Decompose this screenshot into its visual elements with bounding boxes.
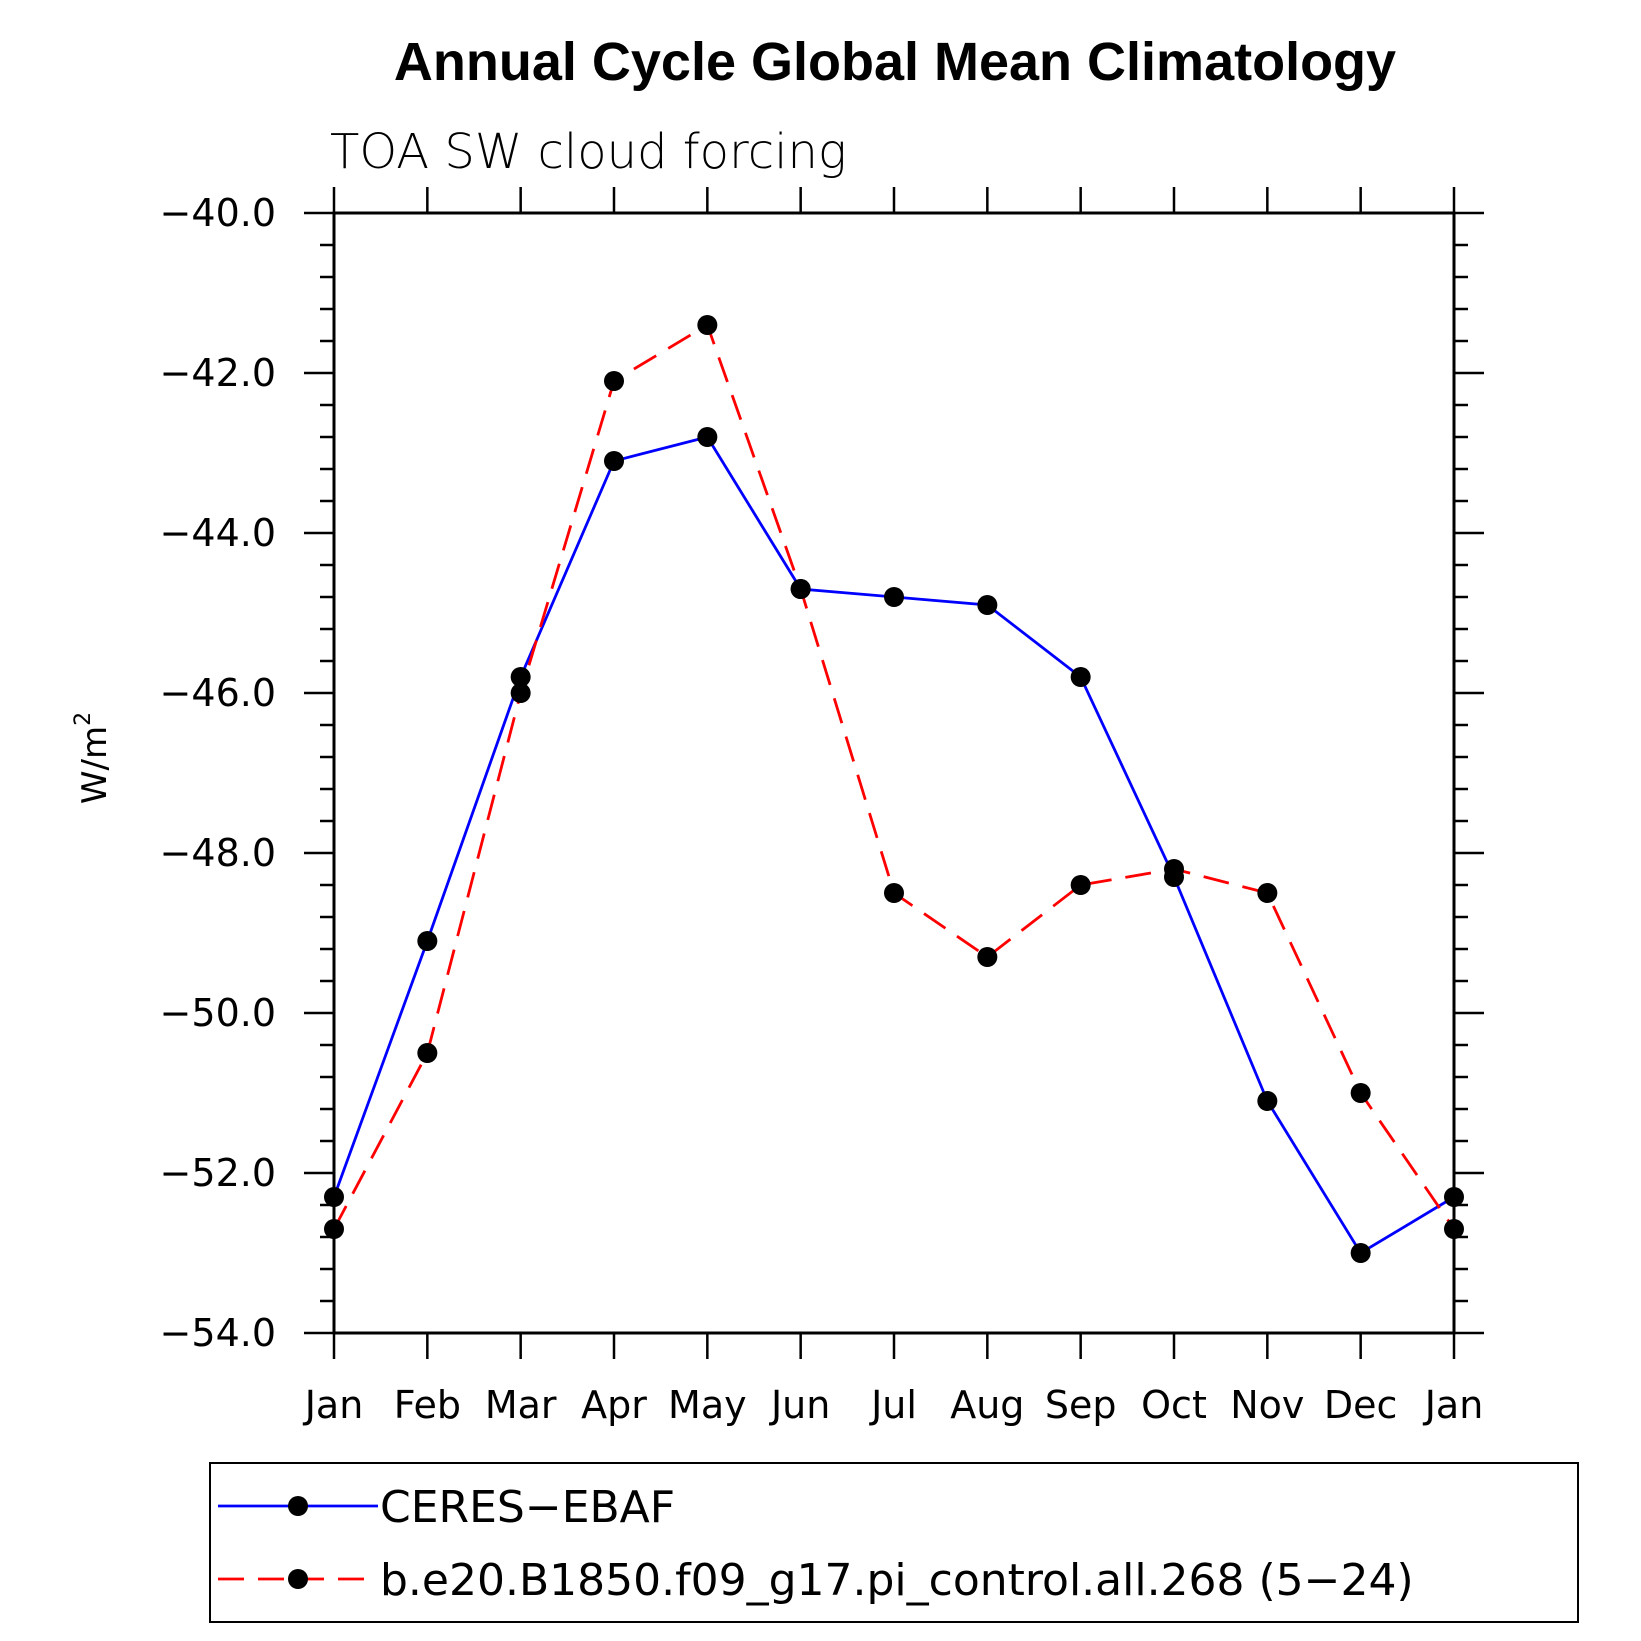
y-tick-label: −44.0 (160, 511, 276, 555)
x-tick-label: Jun (769, 1383, 830, 1427)
x-tick-label: Dec (1324, 1383, 1398, 1427)
series-2-point (604, 371, 624, 391)
series-line-1 (332, 435, 1455, 1255)
series-1-point (1257, 1091, 1278, 1111)
chart-subtitle: TOA SW cloud forcing (330, 124, 847, 180)
x-tick-label: Jan (303, 1383, 364, 1427)
series-line-2 (332, 322, 1456, 1230)
legend-box (209, 1462, 1579, 1623)
series-1-point (1350, 1243, 1371, 1263)
series-2-point (1350, 1083, 1371, 1103)
y-tick-label: −50.0 (160, 991, 276, 1035)
x-tick-label: May (668, 1383, 747, 1427)
x-tick-label: Apr (581, 1383, 647, 1427)
x-tick-label: Jan (1423, 1383, 1484, 1427)
y-axis-label-text: W/m (75, 726, 115, 804)
series-2-point (1070, 875, 1091, 895)
y-tick-label: −52.0 (160, 1151, 276, 1195)
legend-marker-2 (288, 1569, 308, 1589)
y-ticks: −40.0 −42.0 −44.0 −46.0 −48.0 −50.0 −52.0 −54.0 (160, 191, 1484, 1355)
series-2-point (324, 1219, 344, 1239)
y-tick-label: −42.0 (160, 351, 276, 395)
y-tick-label: −54.0 (160, 1311, 276, 1355)
series-1-point (1444, 1187, 1464, 1207)
series-2-point (884, 883, 904, 903)
chart-title: Annual Cycle Global Mean Climatology (394, 32, 1396, 92)
series-2-point (1257, 883, 1278, 903)
x-ticks: Jan Feb Mar Apr May Jun Jul Aug Sep Oct Nov Dec Jan (303, 187, 1484, 1427)
series-1-point (604, 451, 624, 471)
y-axis-label-superscript: 2 (71, 712, 96, 726)
legend-label-1: CERES−EBAF (380, 1482, 675, 1533)
x-tick-label: Aug (950, 1383, 1024, 1427)
series-1-point (884, 587, 904, 607)
series-1-point (417, 931, 438, 951)
x-tick-label: Jul (869, 1383, 917, 1427)
series-2-point (510, 683, 531, 703)
y-tick-label: −40.0 (160, 191, 276, 235)
legend: CERES−EBAF b.e20.B1850.f09_g17.pi_control… (209, 1462, 1579, 1623)
series-2-point (417, 1043, 438, 1063)
legend-entries: CERES−EBAF b.e20.B1850.f09_g17.pi_control… (218, 1482, 1414, 1606)
y-tick-label: −46.0 (160, 671, 276, 715)
series-1-point (697, 427, 718, 447)
series-2-point (1444, 1219, 1464, 1239)
series-1-point (510, 667, 531, 687)
series-2-point (977, 947, 998, 967)
x-tick-label: Mar (485, 1383, 557, 1427)
legend-marker-1 (288, 1496, 308, 1516)
series-1-point (977, 595, 998, 615)
series-layer (324, 315, 1464, 1263)
series-1-point (324, 1187, 344, 1207)
x-tick-label: Sep (1045, 1383, 1117, 1427)
series-2-point (1164, 859, 1184, 879)
x-tick-label: Nov (1230, 1383, 1304, 1427)
y-axis-label: W/m2 (71, 712, 115, 804)
y-tick-label: −48.0 (160, 831, 276, 875)
series-2-point (790, 579, 811, 599)
x-tick-label: Feb (394, 1383, 461, 1427)
legend-label-2: b.e20.B1850.f09_g17.pi_control.all.268 (… (380, 1555, 1414, 1606)
svg-text:W/m2: W/m2 (71, 712, 115, 804)
plot-frame (332, 211, 1456, 1335)
x-tick-label: Oct (1141, 1383, 1207, 1427)
series-2-point (697, 315, 718, 335)
series-1-point (1070, 667, 1091, 687)
